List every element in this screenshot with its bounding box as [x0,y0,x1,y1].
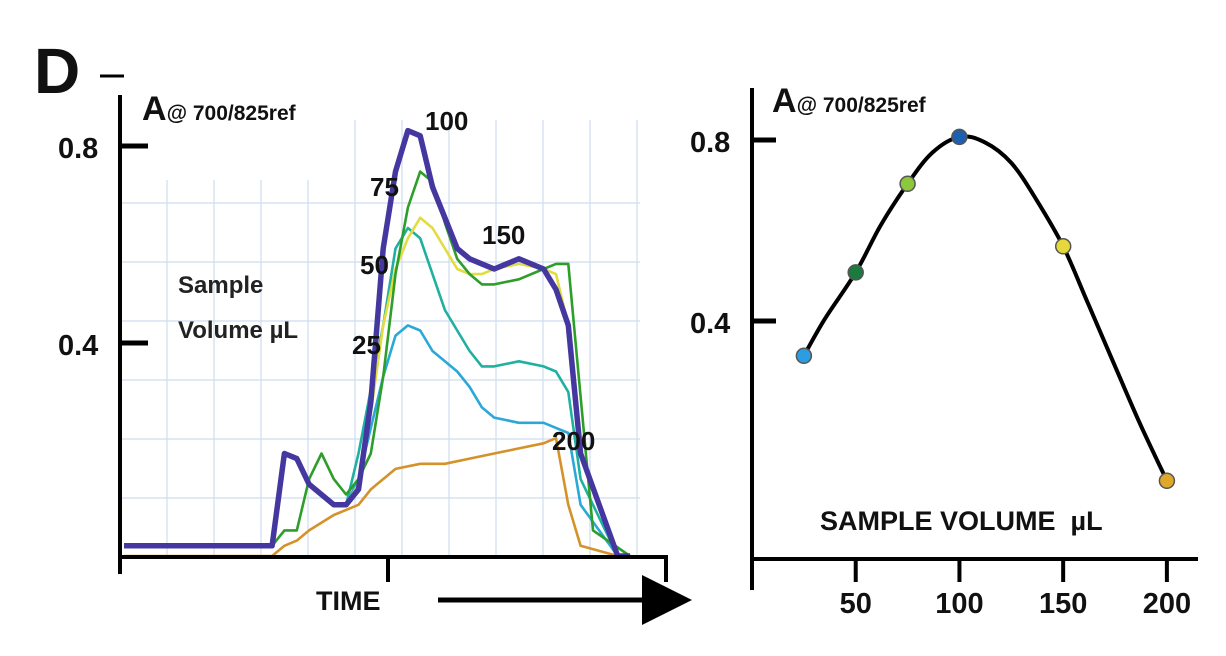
left-curve-labels: 100 75 150 50 25 200 [352,106,595,456]
curve-label-75: 75 [370,172,399,202]
fit-curve-line [802,134,1169,482]
right-chart: 0.8 0.4 A@ 700/825ref 50 100 150 200 SAMPLE… [690,82,1198,620]
left-x-axis-label: TIME [316,586,381,616]
left-label-backdrop [146,118,346,180]
curve-label-200: 200 [552,426,595,456]
left-y-label-sub: @ 700/825ref [167,102,297,125]
data-point-50 [847,264,864,281]
right-y-label-sub: @ 700/825ref [797,94,927,117]
legend-title-line1: Sample [178,272,263,299]
right-fit-curve [802,134,1169,482]
right-x-axis-label: SAMPLE VOLUME µL [820,506,1103,536]
data-point-25 [795,347,813,365]
curve-label-150: 150 [482,220,525,250]
data-point-75 [899,175,916,193]
right-y-label-main: A [772,82,797,120]
right-x-ticks: 50 100 150 200 [840,559,1191,620]
left-y-tick-label: 0.4 [58,330,98,362]
right-x-tick-label: 100 [935,588,983,620]
right-x-tick-label: 150 [1039,588,1087,620]
series-line-200 [124,436,630,558]
left-series-group [124,127,631,559]
left-y-axis-label: A@ 700/825ref [142,90,297,128]
data-point-200 [1158,472,1176,490]
right-y-axis-label: A@ 700/825ref [772,82,927,120]
left-y-tick-label: 0.8 [58,133,98,165]
series-line-100 [124,127,630,559]
right-x-tick-label: 200 [1143,588,1191,620]
legend-title-line2: Volume µL [178,317,298,344]
right-y-tick-label: 0.4 [690,308,730,340]
data-point-100 [951,128,968,146]
curve-label-100: 100 [425,106,468,136]
series-line-75 [124,170,631,558]
curve-label-50: 50 [360,250,389,280]
left-y-label-main: A [142,90,167,128]
curve-label-25: 25 [352,330,381,360]
left-chart: 0.8 0.4 A@ 700/825ref Sample Volume µL 1… [58,90,692,625]
right-y-tick-label: 0.8 [690,127,730,159]
panel-label: D [34,35,80,107]
right-points-group [795,128,1176,490]
left-gridlines [119,120,640,558]
data-point-150 [1054,238,1072,255]
right-x-tick-label: 50 [840,588,872,620]
